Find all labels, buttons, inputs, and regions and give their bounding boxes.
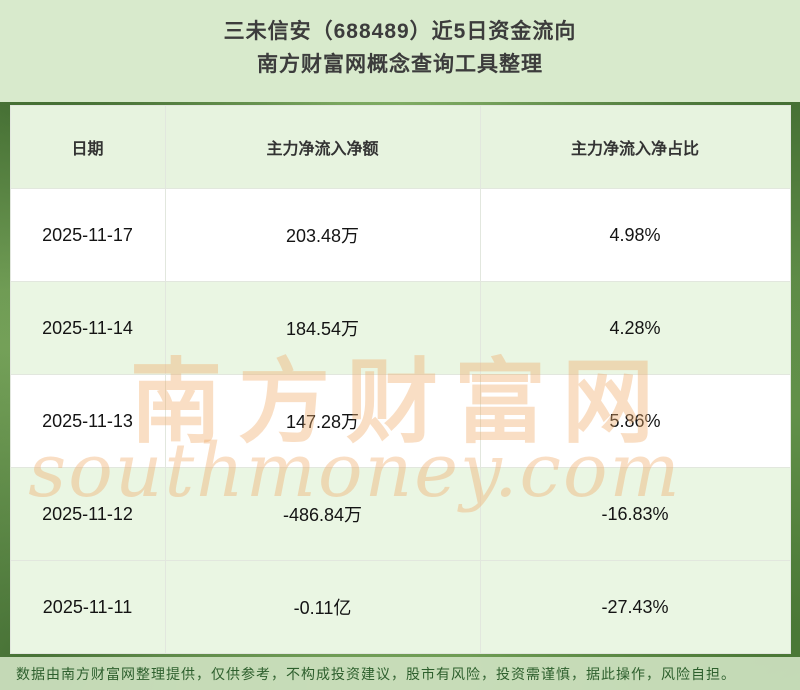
table-row: 2025-11-13 147.28万 5.86% [9, 374, 791, 468]
table-row: 2025-11-12 -486.84万 -16.83% [9, 467, 791, 561]
cell-net-inflow: 184.54万 [164, 281, 481, 375]
col-header-net-inflow-ratio: 主力净流入净占比 [479, 105, 791, 189]
table-row: 2025-11-17 203.48万 4.98% [9, 188, 791, 282]
header-row: 日期 主力净流入净额 主力净流入净占比 [9, 105, 791, 189]
cell-net-inflow-ratio: -27.43% [479, 560, 791, 654]
cell-net-inflow-ratio: 4.28% [479, 281, 791, 375]
page-title: 三未信安（688489）近5日资金流向 [223, 20, 577, 43]
fund-flow-table: 日期 主力净流入净额 主力净流入净占比 2025-11-17 203.48万 4… [9, 105, 791, 654]
col-header-net-inflow: 主力净流入净额 [164, 105, 481, 189]
cell-date: 2025-11-11 [9, 560, 166, 654]
table-row: 2025-11-11 -0.11亿 -27.43% [9, 560, 791, 654]
table-row: 2025-11-14 184.54万 4.28% [9, 281, 791, 375]
cell-net-inflow: -486.84万 [164, 467, 481, 561]
footer-disclaimer: 数据由南方财富网整理提供，仅供参考，不构成投资建议，股市有风险，投资需谨慎，据此… [0, 657, 800, 690]
cell-net-inflow: 147.28万 [164, 374, 481, 468]
cell-net-inflow: 203.48万 [164, 188, 481, 282]
cell-date: 2025-11-13 [9, 374, 166, 468]
cell-net-inflow-ratio: 5.86% [479, 374, 791, 468]
cell-date: 2025-11-17 [9, 188, 166, 282]
footer-text: 数据由南方财富网整理提供，仅供参考，不构成投资建议，股市有风险，投资需谨慎，据此… [16, 665, 736, 682]
cell-net-inflow-ratio: -16.83% [479, 467, 791, 561]
cell-net-inflow-ratio: 4.98% [479, 188, 791, 282]
page-subtitle: 南方财富网概念查询工具整理 [257, 53, 543, 76]
cell-date: 2025-11-14 [9, 281, 166, 375]
cell-net-inflow: -0.11亿 [164, 560, 481, 654]
title-banner: 三未信安（688489）近5日资金流向 南方财富网概念查询工具整理 [0, 0, 800, 102]
col-header-date: 日期 [9, 105, 166, 189]
cell-date: 2025-11-12 [9, 467, 166, 561]
